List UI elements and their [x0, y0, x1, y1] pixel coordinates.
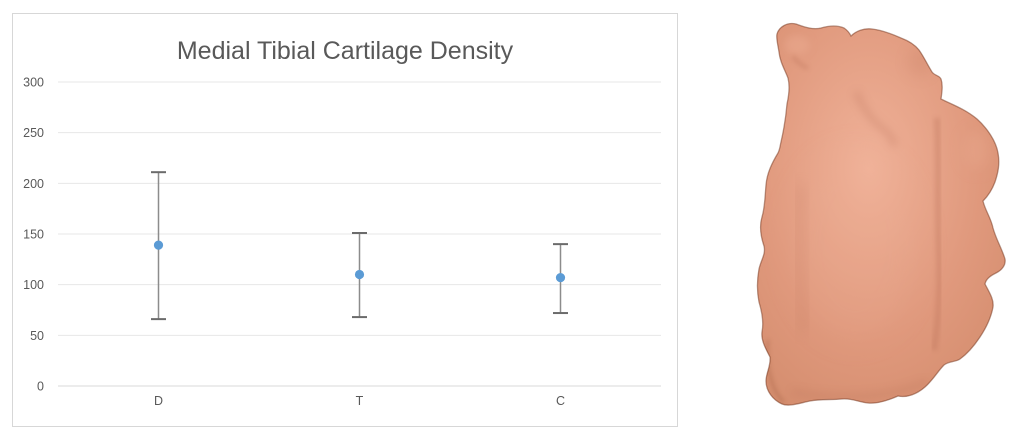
y-axis-tick-label: 200: [23, 177, 44, 191]
data-point-T: [354, 269, 365, 280]
y-axis-tick-label: 50: [30, 329, 44, 343]
y-axis-tick-label: 250: [23, 126, 44, 140]
y-axis-tick-label: 100: [23, 278, 44, 292]
y-axis-tick-label: 300: [23, 76, 44, 90]
y-axis-tick-label: 0: [37, 380, 44, 394]
chart-title: Medial Tibial Cartilage Density: [177, 37, 514, 65]
y-axis-tick-label: 150: [23, 228, 44, 242]
density-chart-panel: 0 50 100 150 200 250 300 D T C Medial Tibial Carti…: [12, 13, 678, 427]
x-axis-category-label: T: [356, 394, 364, 408]
cartilage-surface-dark-outline: [756, 22, 1006, 406]
x-axis-category-label: D: [154, 394, 163, 408]
data-point-D: [153, 240, 164, 250]
cartilage-3d-render: [756, 22, 1006, 406]
cartilage-figure-panel: [680, 0, 1024, 443]
x-axis-category-label: C: [556, 394, 565, 408]
density-scatter-chart: 0 50 100 150 200 250 300 D T C Medial Tibial Carti…: [23, 37, 661, 408]
data-point-C: [555, 272, 566, 283]
